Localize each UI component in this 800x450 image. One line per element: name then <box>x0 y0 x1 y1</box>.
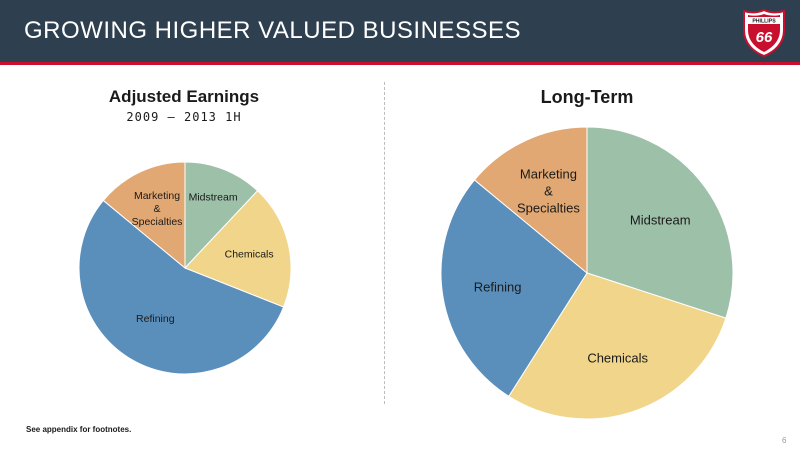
logo-number: 66 <box>756 29 773 46</box>
pie-slice-refining <box>440 179 588 397</box>
pie-label-midstream: Midstream <box>630 212 691 227</box>
pie-slice-marketing-specialties <box>102 161 186 270</box>
pie-chart-adjusted-earnings: Midstream Chemicals Refining Marketing & Spec… <box>78 161 292 375</box>
chart-title-long-term: Long-Term <box>540 87 634 107</box>
pie-label-midstream: Midstream <box>189 192 238 204</box>
footnote: See appendix for footnotes. <box>26 425 132 434</box>
pie-label-line: Chemicals <box>587 351 648 366</box>
chart-divider <box>384 82 385 404</box>
chart-title-adjusted-earnings: Adjusted Earnings <box>108 87 260 106</box>
header-accent-rule <box>0 62 800 65</box>
pie-label-marketing-specialties: Marketing & Specialties <box>517 167 580 216</box>
page-number: 6 <box>782 436 787 445</box>
pie-label-refining: Refining <box>136 313 175 325</box>
pie-slice-midstream <box>586 126 734 319</box>
phillips-66-shield-logo: PHILLIPS 66 <box>743 8 785 58</box>
pie-label-line: Specialties <box>517 201 580 216</box>
pie-label-line: Midstream <box>630 212 691 227</box>
pie-slice-midstream <box>184 161 259 270</box>
pie-label-line: Marketing <box>134 190 180 202</box>
pie-label-line: Specialties <box>132 216 183 228</box>
pie-label-refining: Refining <box>474 280 522 295</box>
pie-slice-marketing-specialties <box>473 126 588 275</box>
logo-wordmark: PHILLIPS <box>752 19 776 25</box>
pie-chart-long-term: Midstream Chemicals Refining Marketing & Spec… <box>440 126 734 420</box>
header-bar <box>0 0 800 62</box>
pie-label-line: & <box>544 184 553 199</box>
pie-slice-chemicals <box>184 190 292 308</box>
pie-label-marketing-specialties: Marketing & Specialties <box>132 190 183 228</box>
pie-label-line: Refining <box>136 313 175 325</box>
pie-label-line: Refining <box>474 280 522 295</box>
pie-label-line: Marketing <box>520 167 577 182</box>
pie-label-chemicals: Chemicals <box>587 351 648 366</box>
slide-title: GROWING HIGHER VALUED BUSINESSES <box>24 17 521 44</box>
chart-subtitle-period: 2009 – 2013 1H <box>126 110 242 124</box>
pie-label-chemicals: Chemicals <box>225 248 274 260</box>
pie-label-line: Midstream <box>189 192 238 204</box>
pie-label-line: & <box>154 203 161 215</box>
pie-slice-chemicals <box>508 272 727 420</box>
pie-slice-refining <box>78 199 285 375</box>
pie-label-line: Chemicals <box>225 248 274 260</box>
